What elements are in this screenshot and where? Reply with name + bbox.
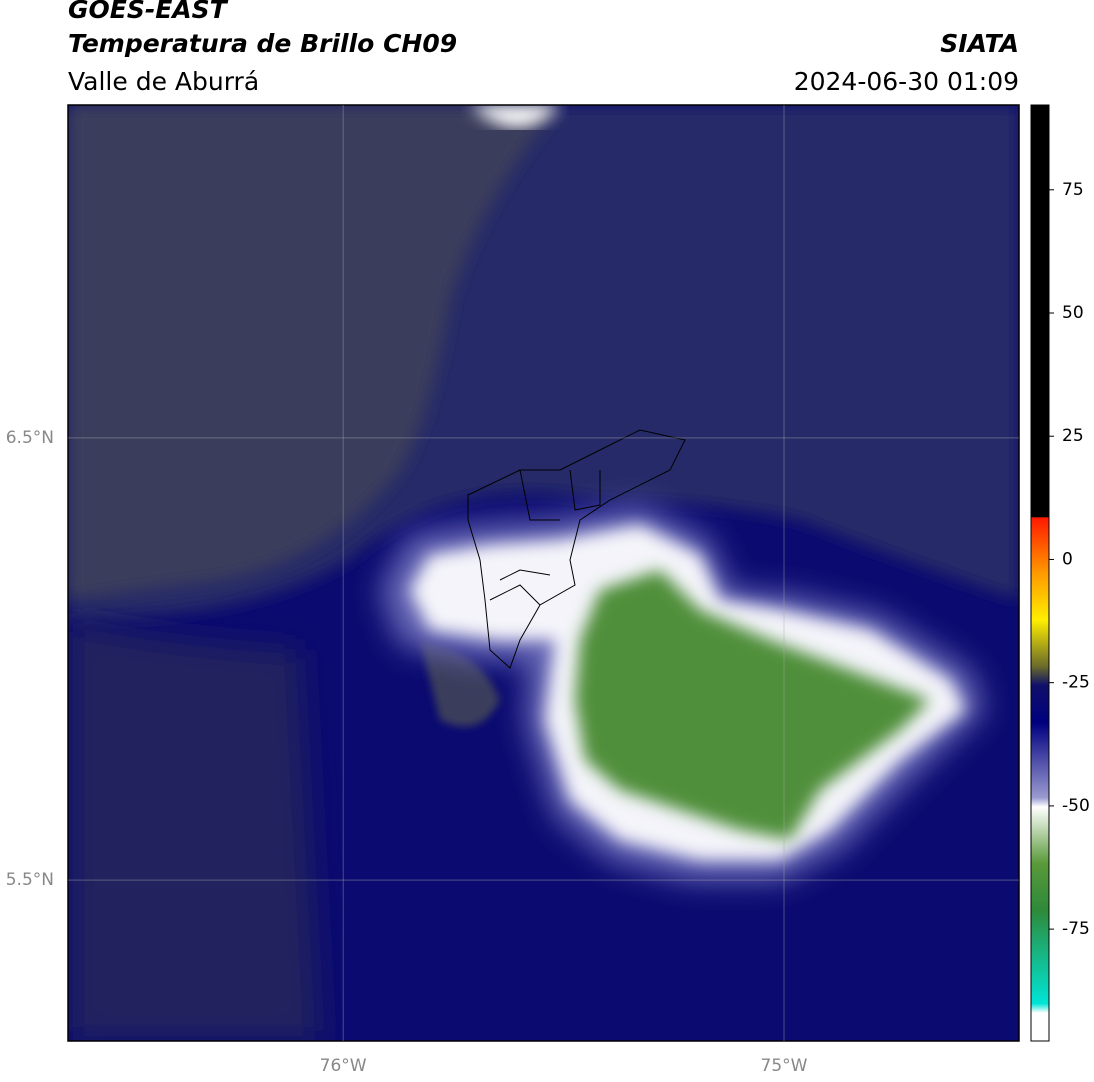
colorbar-tick-label: -50 [1062,796,1090,816]
title: GOES-EAST [68,0,229,24]
colorbar-tick-label: 50 [1062,303,1084,323]
y-tick-label: 5.5°N [6,870,54,890]
colorbar-tick-label: 0 [1062,549,1073,569]
map-image [68,105,1019,1041]
datetime: 2024-06-30 01:09 [794,67,1019,96]
colorbar [1030,104,1050,1042]
colorbar-tick-label: -75 [1062,919,1090,939]
colorbar-tick-label: 75 [1062,180,1084,200]
subtitle: Temperatura de Brillo CH09 [68,29,457,58]
colorbar-tick-label: -25 [1062,673,1090,693]
x-tick-label: 75°W [761,1056,808,1076]
x-tick-label: 76°W [320,1056,367,1076]
source: SIATA [940,29,1019,58]
region: Valle de Aburrá [68,67,259,96]
map-frame [67,104,1020,1042]
y-tick-label: 6.5°N [6,428,54,448]
colorbar-tick-label: 25 [1062,426,1084,446]
